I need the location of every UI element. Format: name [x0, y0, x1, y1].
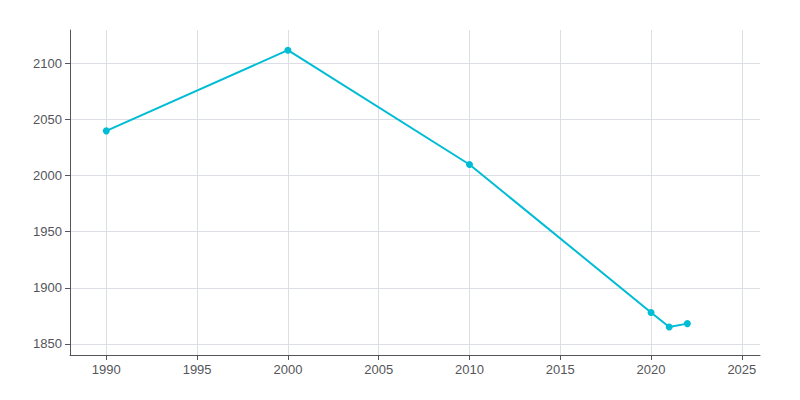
svg-text:2005: 2005 — [364, 362, 393, 377]
svg-text:2020: 2020 — [637, 362, 666, 377]
svg-text:2100: 2100 — [33, 56, 62, 71]
svg-text:1900: 1900 — [33, 280, 62, 295]
svg-text:2000: 2000 — [33, 168, 62, 183]
svg-text:2025: 2025 — [727, 362, 756, 377]
svg-text:2015: 2015 — [546, 362, 575, 377]
svg-text:2050: 2050 — [33, 112, 62, 127]
svg-text:2010: 2010 — [455, 362, 484, 377]
svg-text:1995: 1995 — [183, 362, 212, 377]
svg-text:1990: 1990 — [92, 362, 121, 377]
svg-text:1850: 1850 — [33, 336, 62, 351]
svg-text:2000: 2000 — [273, 362, 302, 377]
svg-text:1950: 1950 — [33, 224, 62, 239]
